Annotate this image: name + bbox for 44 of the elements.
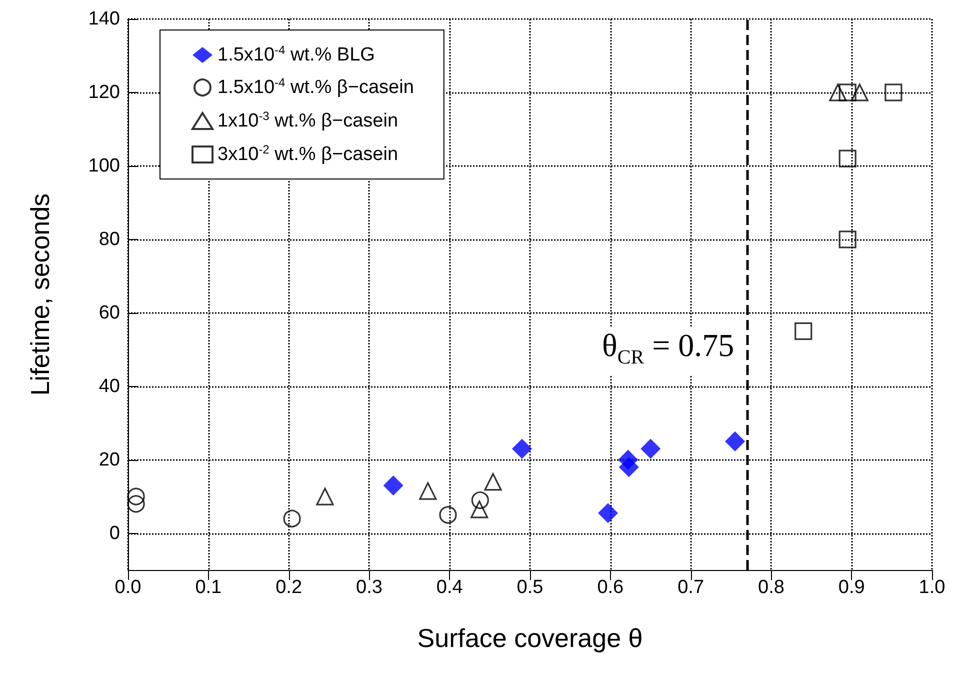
point [838, 230, 856, 248]
point [419, 482, 437, 500]
x-tick-label: 0.6 [597, 577, 624, 598]
y-axis-title: Lifetime, seconds [25, 193, 55, 396]
y-tick-label: 140 [88, 8, 120, 30]
x-tick-label: 0.1 [195, 577, 222, 598]
point [283, 510, 301, 528]
point [640, 438, 661, 459]
point [794, 322, 812, 340]
point [316, 488, 334, 506]
point [725, 431, 746, 452]
y-tick-label: 20 [98, 449, 120, 470]
point [127, 488, 145, 506]
x-tick-label: 0.7 [678, 577, 704, 598]
point [829, 84, 847, 102]
y-tick-label: 40 [98, 376, 120, 397]
x-axis-title: Surface coverage θ [417, 623, 643, 653]
y-tick-label: 120 [88, 82, 120, 103]
x-tick-label: 0.5 [516, 577, 544, 598]
y-tick-label: 60 [98, 302, 120, 324]
point [439, 506, 457, 524]
point [383, 476, 404, 496]
point [598, 503, 618, 524]
x-tick-label: 1.0 [918, 577, 946, 598]
x-tick-label: 0.8 [758, 577, 784, 598]
annotation: θ$_{CR}$ = 0.75 [602, 326, 734, 376]
x-tick-label: 0.3 [356, 577, 382, 598]
y-tick-label: 80 [98, 228, 120, 250]
x-tick-label: 0.0 [114, 577, 142, 598]
y-tick-label: 0 [109, 522, 120, 544]
point [838, 150, 856, 168]
point [484, 473, 502, 491]
point [838, 84, 856, 102]
y-tick-label: 100 [88, 155, 120, 176]
x-tick-label: 0.2 [276, 577, 302, 598]
point [471, 491, 489, 509]
point [512, 438, 532, 459]
x-tick-label: 0.4 [436, 577, 464, 598]
point [127, 495, 145, 513]
point [618, 457, 639, 478]
point [884, 84, 902, 102]
point [850, 84, 868, 102]
point [470, 500, 488, 518]
x-tick-label: 0.9 [838, 577, 865, 598]
